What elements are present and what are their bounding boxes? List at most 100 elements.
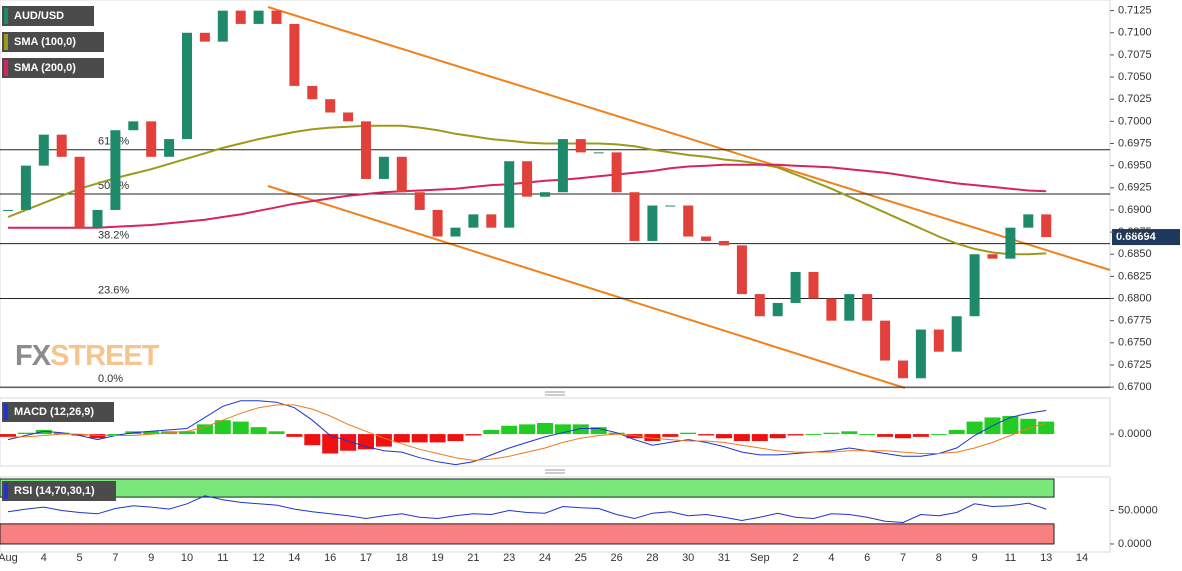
candle <box>199 32 210 42</box>
y-tick-label: 0.6750 <box>1118 337 1152 349</box>
candle <box>110 130 121 210</box>
histogram-bar <box>590 427 607 435</box>
histogram-bar <box>375 434 392 447</box>
histogram-bar <box>179 431 195 435</box>
histogram-bar <box>71 434 88 436</box>
histogram-bar <box>805 434 822 436</box>
y-tick-label: 0.7075 <box>1118 49 1152 61</box>
price-tag <box>1112 229 1180 246</box>
candle <box>414 192 425 210</box>
histogram-bar <box>214 420 231 435</box>
watermark: FXSTREET <box>15 340 160 372</box>
candle <box>736 245 747 295</box>
plot-layer: Aug 4 5 7 9 10 11 12 14 16 17 18 19 21 23 24 25 26 28 30 31 S… <box>0 5 1180 564</box>
x-tick-label: 11 <box>217 552 228 564</box>
histogram-bar <box>0 434 16 437</box>
histogram-bar <box>17 432 34 435</box>
histogram-bar <box>501 425 518 435</box>
x-tick-label: 25 <box>575 552 587 564</box>
histogram-bar <box>429 434 446 443</box>
candle <box>719 240 729 246</box>
histogram-bar <box>268 431 285 435</box>
x-tick-label: 9 <box>972 552 978 564</box>
legend-swatch <box>4 60 8 76</box>
legend-box <box>2 481 116 501</box>
histogram-bar <box>143 431 160 435</box>
x-tick-label: 8 <box>936 552 942 564</box>
legend-box <box>2 402 114 422</box>
watermark-street: STREET <box>50 340 160 372</box>
price-tag-label: 0.68694 <box>1116 231 1157 243</box>
histogram-bar <box>823 432 840 435</box>
candle <box>665 205 676 207</box>
candle <box>629 192 640 241</box>
y-tick-label: 0.6975 <box>1118 137 1152 149</box>
x-tick-label: 9 <box>148 552 154 564</box>
candle <box>862 294 873 321</box>
x-tick-label: 12 <box>252 552 264 564</box>
fib-label: 38.2% <box>98 230 129 242</box>
candle <box>468 214 479 228</box>
legend-item: AUD/USD <box>2 6 94 26</box>
legend-box <box>2 32 104 52</box>
x-tick-label: 24 <box>539 552 551 564</box>
candle <box>92 209 103 228</box>
x-tick-label: 10 <box>181 552 193 564</box>
histogram-bar <box>895 434 911 439</box>
legend-label: SMA (200,0) <box>14 62 76 74</box>
candle <box>182 32 192 140</box>
histogram-bar <box>340 434 357 451</box>
x-tick-label: 13 <box>1040 552 1052 564</box>
resize-handle[interactable] <box>545 391 565 396</box>
candle <box>611 152 622 193</box>
indicator-title: MACD (12,26,9) <box>14 406 94 418</box>
x-tick-label: 17 <box>360 552 372 564</box>
x-tick-label: 23 <box>503 552 515 564</box>
resize-handle[interactable] <box>545 469 565 474</box>
y-tick-label: 0.6775 <box>1118 315 1152 327</box>
y-tick-label: 0.0000 <box>1118 428 1152 440</box>
histogram-bar <box>1002 416 1019 435</box>
candle <box>683 205 694 237</box>
x-tick-label: 14 <box>288 552 300 564</box>
x-tick-label: Sep <box>750 552 770 564</box>
histogram-bar <box>751 434 768 442</box>
candle <box>1023 214 1034 228</box>
histogram-bar <box>537 422 553 435</box>
candle <box>540 192 550 197</box>
legend-swatch <box>4 483 8 499</box>
x-tick-label: 16 <box>324 552 336 564</box>
y-tick-label: 0.7100 <box>1118 27 1152 39</box>
legend-swatch <box>4 8 8 24</box>
candle <box>253 10 264 24</box>
candle <box>522 161 533 197</box>
x-tick-label: 5 <box>77 552 83 564</box>
candle <box>378 156 389 179</box>
y-tick-label: 0.7000 <box>1118 115 1152 127</box>
candle <box>880 320 891 361</box>
candle <box>754 294 765 317</box>
histogram-bar <box>698 434 715 436</box>
histogram-bar <box>626 434 643 439</box>
indicator-line <box>7 495 1047 524</box>
candle <box>808 271 819 299</box>
candle <box>898 360 908 379</box>
legend-label: SMA (100,0) <box>14 36 76 48</box>
histogram-bar <box>322 434 339 454</box>
histogram-bar <box>411 434 428 443</box>
histogram-bar <box>196 424 213 435</box>
y-tick-label: 0.6800 <box>1118 292 1152 304</box>
y-tick-label: 0.7025 <box>1118 93 1152 105</box>
histogram-bar <box>304 434 321 446</box>
histogram-bar <box>662 434 679 437</box>
histogram-bar <box>250 427 267 435</box>
trendline <box>267 6 1111 271</box>
x-tick-label: 4 <box>41 552 47 564</box>
histogram-bar <box>89 434 106 439</box>
x-tick-label: 19 <box>431 552 443 564</box>
y-tick-label: 0.6950 <box>1118 160 1152 172</box>
candle <box>128 121 139 131</box>
candle <box>432 209 443 237</box>
candle <box>56 134 67 157</box>
watermark-fx: FX <box>15 340 52 372</box>
